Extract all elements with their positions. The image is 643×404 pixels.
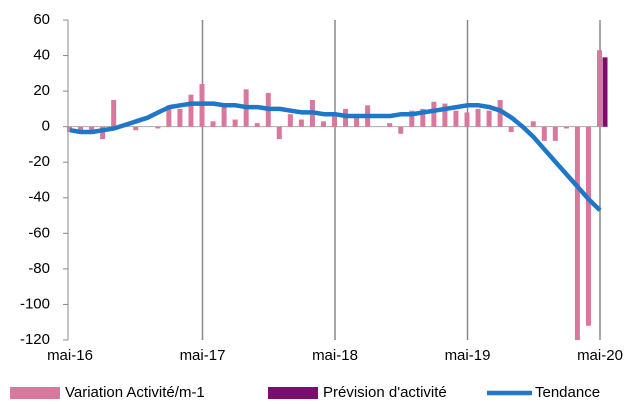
y-tick-label: 60 [33,11,50,28]
bar [508,126,514,132]
x-tick-label: mai-17 [180,347,226,364]
x-tick-label: mai-16 [47,347,93,364]
bar [602,57,608,127]
bar [585,126,591,326]
y-tick-label: -60 [28,224,50,241]
bar [530,121,536,127]
bar [442,103,448,127]
bar [188,94,194,127]
bar [210,121,216,127]
x-tick-label: mai-19 [445,347,491,364]
bar [354,116,360,127]
bar [497,100,503,127]
y-tick-label: 0 [42,118,50,135]
bar [597,50,602,127]
y-tick-label: 40 [33,47,50,64]
bar [332,112,337,127]
trend-line [69,101,602,212]
bar [563,126,569,129]
bar [420,108,426,127]
bar [475,108,481,127]
bar [166,105,172,127]
bar [221,105,227,127]
bar [177,108,183,127]
bar [486,110,492,127]
y-tick-label: -20 [28,153,50,170]
x-tick-label: mai-18 [312,347,358,364]
bar [67,126,72,132]
bar [78,126,84,132]
bar [320,121,326,127]
bar [387,123,393,127]
bar [111,100,117,127]
legend-label: Tendance [535,384,600,401]
bar [155,126,161,129]
legend-swatch [10,387,60,399]
bar [409,110,415,127]
bar [541,126,547,141]
bar [464,112,470,127]
legend-label: Variation Activité/m-1 [65,384,205,401]
bar [133,126,139,131]
legend-swatch [268,387,318,399]
bar [100,126,106,140]
y-tick-label: -40 [28,189,50,206]
bar [276,126,282,140]
bar [232,119,238,127]
bar [453,110,459,127]
y-tick-label: -100 [20,295,50,312]
bar [254,123,260,127]
bar [398,126,404,134]
y-tick-label: 20 [33,82,50,99]
x-tick-label: mai-20 [577,347,623,364]
bar [287,114,293,127]
bar [552,126,558,141]
legend-label: Prévision d'activité [323,384,447,401]
y-tick-label: -120 [20,331,50,348]
bar [574,126,580,341]
y-tick-label: -80 [28,260,50,277]
bar [298,119,304,127]
bar [431,101,437,127]
